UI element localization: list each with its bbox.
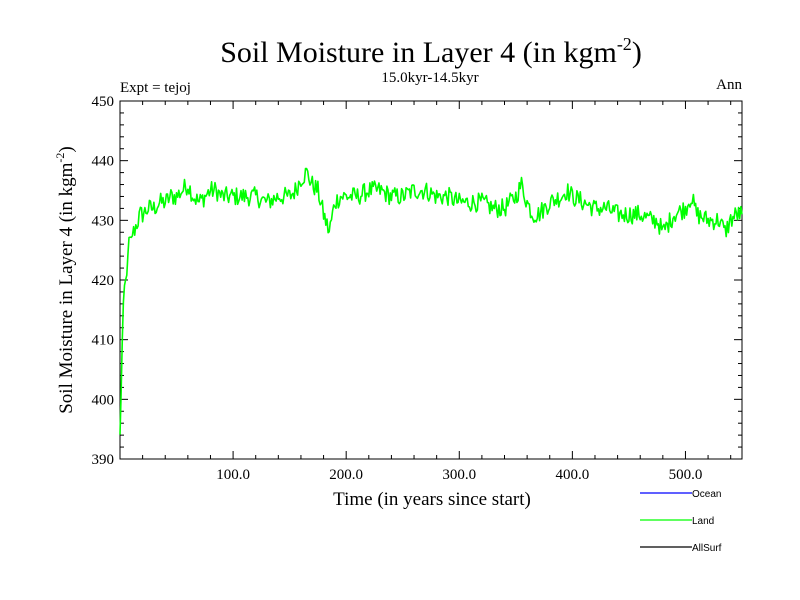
experiment-label: Expt = tejoj — [120, 80, 191, 96]
x-tick-label: 100.0 — [216, 467, 250, 483]
y-tick-label: 390 — [92, 452, 115, 468]
x-tick-label: 200.0 — [329, 467, 363, 483]
y-tick-label: 410 — [92, 333, 115, 349]
x-tick-label: 300.0 — [442, 467, 476, 483]
x-tick-label: 400.0 — [555, 467, 589, 483]
legend-label-land: Land — [692, 516, 714, 527]
series-group — [119, 167, 743, 435]
y-tick-label: 440 — [92, 154, 115, 170]
series-line-land — [119, 167, 743, 435]
y-tick-label: 450 — [92, 94, 115, 110]
plot-frame — [119, 100, 743, 460]
legend-label-ocean: Ocean — [692, 489, 721, 500]
legend-label-allsurf: AllSurf — [692, 543, 722, 554]
y-tick-label: 430 — [92, 213, 115, 229]
chart-title: Soil Moisture in Layer 4 (in kgm-2) — [220, 34, 642, 69]
season-label: Ann — [716, 77, 742, 93]
y-tick-label: 420 — [92, 273, 115, 289]
x-axis-label: Time (in years since start) — [333, 489, 531, 510]
x-tick-label: 500.0 — [669, 467, 703, 483]
y-axis-label: Soil Moisture in Layer 4 (in kgm-2) — [53, 146, 77, 414]
chart-subtitle: 15.0kyr-14.5kyr — [381, 70, 478, 86]
axis-ticks — [120, 100, 742, 460]
y-tick-label: 400 — [92, 392, 115, 408]
axis-tick-labels: 390 400 410 420 430 440 450 100.0 200.0 300.0 400.… — [92, 94, 703, 483]
legend: Ocean Land AllSurf — [640, 489, 722, 554]
